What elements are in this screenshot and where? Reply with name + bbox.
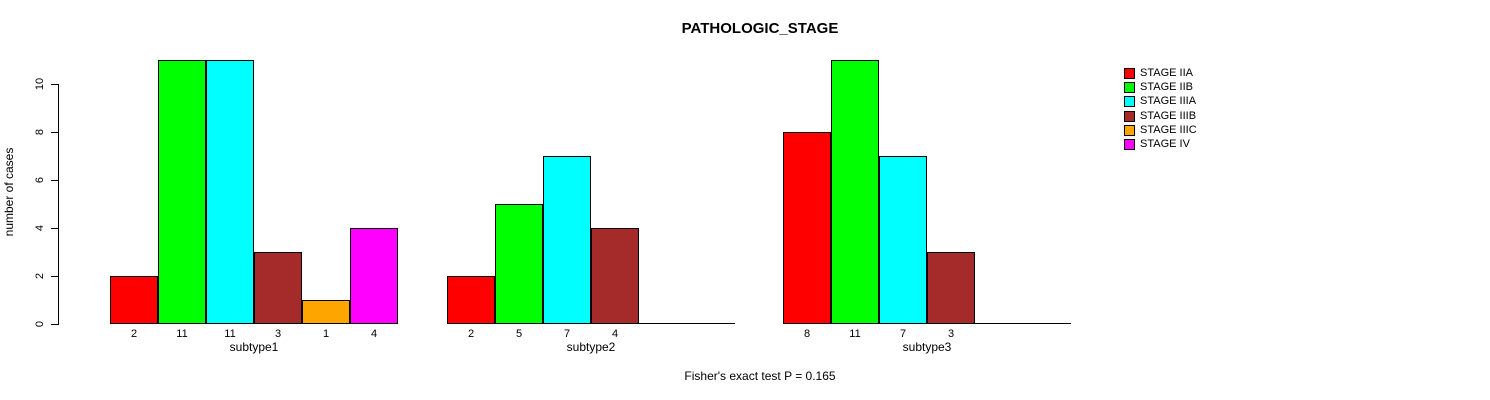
y-axis-tick-label: 2 xyxy=(34,272,46,280)
y-axis-title: number of cases xyxy=(2,147,16,237)
x-axis-group-label-subtype1: subtype1 xyxy=(229,340,279,354)
legend-label: STAGE IV xyxy=(1140,138,1190,151)
bar-value-label: 2 xyxy=(467,328,475,340)
bar-value-label: 7 xyxy=(899,328,907,340)
legend-label: STAGE IIIB xyxy=(1140,109,1197,122)
bar-value-label: 2 xyxy=(130,328,138,340)
legend-item-stage-iiib: STAGE IIIB xyxy=(1124,109,1197,123)
bar-subtype1-stage-iiic xyxy=(302,300,350,324)
y-axis-tick xyxy=(51,324,58,325)
bar-value-label: 1 xyxy=(322,328,330,340)
legend-label: STAGE IIB xyxy=(1140,80,1193,93)
legend-label: STAGE IIIC xyxy=(1140,123,1197,136)
bar-value-label: 8 xyxy=(803,328,811,340)
legend-item-stage-iib: STAGE IIB xyxy=(1124,80,1197,94)
bar-subtype2-stage-iib xyxy=(495,204,543,324)
y-axis-tick-label: 8 xyxy=(34,128,46,136)
bar-subtype3-stage-iiib xyxy=(927,252,975,324)
bar-value-label: 4 xyxy=(370,328,378,340)
legend-item-stage-iiia: STAGE IIIA xyxy=(1124,95,1197,109)
y-axis-tick xyxy=(51,228,58,229)
legend-swatch-stage-iib xyxy=(1124,81,1135,93)
legend-item-stage-iv: STAGE IV xyxy=(1124,137,1197,151)
legend-swatch-stage-iiic xyxy=(1124,124,1135,136)
bar-value-label: 5 xyxy=(515,328,523,340)
legend: STAGE IIA STAGE IIB STAGE IIIA STAGE IIIB ST… xyxy=(1124,66,1197,152)
bar-value-label: 11 xyxy=(176,328,188,340)
bar-subtype3-stage-iiia xyxy=(879,156,927,324)
bar-subtype2-stage-iia xyxy=(447,276,495,324)
y-axis-line xyxy=(58,84,59,325)
bar-subtype2-stage-iiia xyxy=(543,156,591,324)
bar-value-label: 4 xyxy=(611,328,619,340)
bar-subtype1-stage-iia xyxy=(110,276,158,324)
bar-subtype1-stage-iiia xyxy=(206,60,254,324)
legend-label: STAGE IIA xyxy=(1140,66,1193,79)
y-axis-tick xyxy=(51,180,58,181)
bar-value-label: 3 xyxy=(274,328,282,340)
y-axis-tick-label: 4 xyxy=(34,224,46,232)
legend-item-stage-iiic: STAGE IIIC xyxy=(1124,123,1197,137)
x-axis-group-label-subtype3: subtype3 xyxy=(902,340,952,354)
y-axis-tick xyxy=(51,84,58,85)
y-axis-tick xyxy=(51,132,58,133)
y-axis-tick xyxy=(51,276,58,277)
legend-swatch-stage-iiia xyxy=(1124,96,1135,108)
legend-item-stage-iia: STAGE IIA xyxy=(1124,66,1197,80)
x-axis-group-label-subtype2: subtype2 xyxy=(566,340,616,354)
bar-value-label: 7 xyxy=(563,328,571,340)
y-axis-tick-label: 0 xyxy=(34,320,46,328)
legend-swatch-stage-iv xyxy=(1124,139,1135,151)
bar-value-label: 11 xyxy=(849,328,861,340)
y-axis-tick-label: 10 xyxy=(34,77,46,91)
bar-subtype2-stage-iiib xyxy=(591,228,639,324)
bar-value-label: 11 xyxy=(224,328,236,340)
bar-subtype3-stage-iia xyxy=(783,132,831,324)
bar-subtype3-stage-iib xyxy=(831,60,879,324)
chart-title: PATHOLOGIC_STAGE xyxy=(681,20,839,37)
bar-subtype1-stage-iib xyxy=(158,60,206,324)
bar-subtype1-stage-iiib xyxy=(254,252,302,324)
legend-swatch-stage-iia xyxy=(1124,67,1135,79)
bar-subtype1-stage-iv xyxy=(350,228,398,324)
bar-value-label: 3 xyxy=(947,328,955,340)
statistical-test-annotation: Fisher's exact test P = 0.165 xyxy=(684,369,836,383)
y-axis-tick-label: 6 xyxy=(34,176,46,184)
legend-label: STAGE IIIA xyxy=(1140,95,1197,108)
legend-swatch-stage-iiib xyxy=(1124,110,1135,122)
